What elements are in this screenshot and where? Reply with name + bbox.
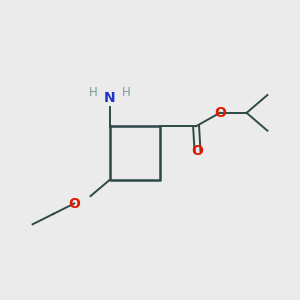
Text: O: O <box>68 196 80 211</box>
Text: H: H <box>89 85 98 98</box>
Text: O: O <box>214 106 226 120</box>
Text: N: N <box>104 91 116 105</box>
Text: H: H <box>122 85 130 98</box>
Text: O: O <box>192 145 203 158</box>
